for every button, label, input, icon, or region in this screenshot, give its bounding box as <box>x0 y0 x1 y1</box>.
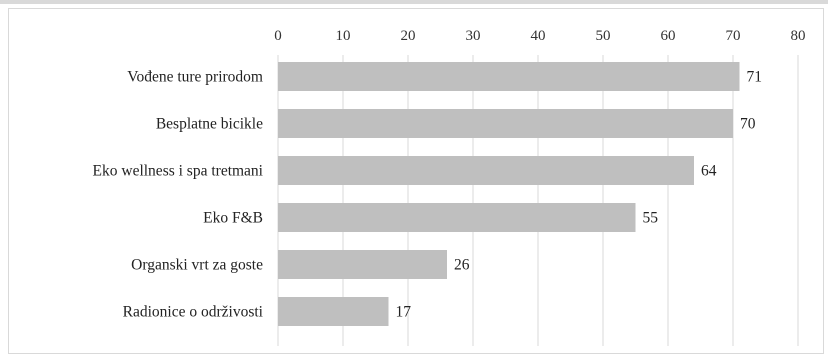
category-label-3: Eko F&B <box>203 210 263 227</box>
category-label-0: Vođene ture prirodom <box>127 69 263 86</box>
x-axis-ticks: 0 10 20 30 40 50 60 70 80 <box>274 28 805 44</box>
bar-0 <box>278 62 740 91</box>
x-tick-label-60: 60 <box>661 28 676 44</box>
value-labels: 71 70 64 55 26 17 <box>396 69 763 321</box>
data-label-2: 64 <box>701 163 717 180</box>
x-tick-label-50: 50 <box>596 28 611 44</box>
bar-2 <box>278 156 694 185</box>
data-label-4: 26 <box>454 257 470 274</box>
data-label-1: 70 <box>740 116 756 133</box>
data-label-3: 55 <box>643 210 659 227</box>
gridlines <box>277 55 799 346</box>
x-tick-label-40: 40 <box>531 28 546 44</box>
x-tick-label-80: 80 <box>791 28 806 44</box>
x-tick-label-70: 70 <box>726 28 741 44</box>
bar-4 <box>278 250 447 279</box>
category-labels: Vođene ture prirodom Besplatne bicikle Eko… <box>93 69 264 321</box>
data-label-0: 71 <box>747 69 763 86</box>
category-label-4: Organski vrt za goste <box>131 257 263 274</box>
bar-5 <box>278 297 389 326</box>
category-label-5: Radionice o održivosti <box>123 304 264 321</box>
category-label-2: Eko wellness i spa tretmani <box>93 163 264 180</box>
x-tick-label-0: 0 <box>274 28 282 44</box>
x-tick-label-10: 10 <box>336 28 351 44</box>
x-tick-label-30: 30 <box>466 28 481 44</box>
chart-border <box>8 8 824 354</box>
category-label-1: Besplatne bicikle <box>156 116 263 133</box>
bar-1 <box>278 109 733 138</box>
x-tick-label-20: 20 <box>401 28 416 44</box>
bar-3 <box>278 203 636 232</box>
data-label-5: 17 <box>396 304 412 321</box>
bars <box>278 62 740 326</box>
top-rule <box>0 0 828 4</box>
